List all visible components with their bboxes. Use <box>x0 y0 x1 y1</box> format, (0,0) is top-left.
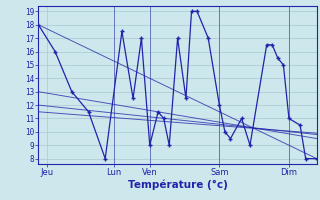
X-axis label: Température (°c): Température (°c) <box>128 180 228 190</box>
